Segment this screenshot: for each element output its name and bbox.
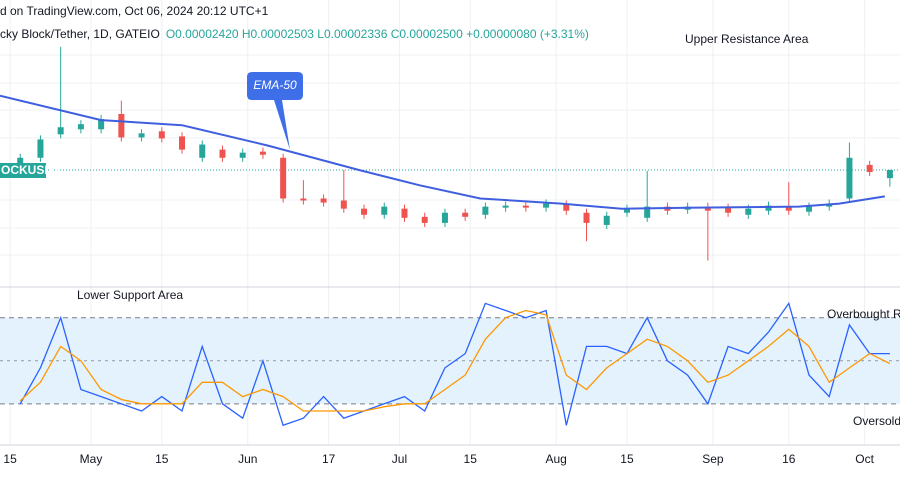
candle-body — [563, 204, 570, 211]
candle-body — [482, 206, 489, 215]
oscillator-line — [19, 309, 891, 412]
candle-body — [320, 198, 327, 203]
candle-body — [421, 216, 428, 223]
callout-text: EMA-50 — [253, 78, 297, 92]
price-tag — [0, 163, 46, 178]
annotation: Overbought R — [827, 307, 900, 321]
candle-body — [259, 151, 266, 155]
candle-body — [745, 208, 752, 215]
candle-body — [543, 203, 550, 208]
candle-body — [644, 206, 651, 218]
candle-body — [361, 208, 368, 215]
x-tick-label: Sep — [702, 452, 724, 466]
x-tick-label: Aug — [546, 452, 567, 466]
candle-body — [502, 205, 509, 208]
x-tick-label: 17 — [322, 452, 336, 466]
candle-body — [866, 164, 873, 173]
candle-body — [522, 205, 529, 208]
candle-body — [98, 119, 105, 130]
plot-layer: 15 May 15 Jun 17 Jul 15 Aug 15 Sep 16 Oct — [0, 46, 900, 466]
candle-body — [199, 144, 206, 158]
x-tick-label: Jun — [238, 452, 257, 466]
annotation: Lower Support Area — [77, 288, 183, 302]
x-tick-label: 15 — [155, 452, 169, 466]
x-tick-label: May — [80, 452, 103, 466]
x-tick-label: 15 — [464, 452, 478, 466]
candle-body — [805, 206, 812, 212]
candle-body — [623, 208, 630, 213]
candle-body — [280, 157, 287, 199]
candle-body — [603, 215, 610, 225]
candle-body — [37, 139, 44, 158]
candle-body — [138, 133, 145, 138]
candle-body — [401, 208, 408, 218]
ema-callout: EMA-50 — [247, 72, 303, 150]
candle-body — [77, 124, 84, 130]
candle-body — [765, 205, 772, 211]
candle-body — [340, 200, 347, 209]
candle-body — [17, 157, 24, 165]
x-tick-label: 15 — [3, 452, 17, 466]
candle-body — [179, 136, 186, 150]
ohlc: O0.00002420 H0.00002503 L0.00002336 C0.0… — [166, 27, 589, 41]
oscillator-line — [19, 301, 890, 427]
candle-body — [846, 157, 853, 199]
callout-bubble — [247, 72, 303, 150]
x-tick-label: Oct — [855, 452, 874, 466]
candle-body — [118, 114, 125, 138]
candle-body — [725, 207, 732, 213]
candle-body — [158, 131, 165, 139]
candle-body — [219, 149, 226, 158]
candle-body — [57, 127, 64, 135]
candle-body — [886, 169, 893, 179]
candle-body — [462, 212, 469, 217]
candle-body — [441, 212, 448, 223]
ema-line — [0, 94, 885, 210]
source: d on TradingView.com, Oct 06, 2024 20:12… — [0, 4, 269, 18]
candle-body — [381, 206, 388, 215]
candle-body — [300, 198, 307, 201]
x-tick-label: 15 — [620, 452, 634, 466]
candle-body — [704, 206, 711, 211]
price-tag-text: OCKUSDT — [1, 163, 61, 177]
symbol-line: cky Block/Tether, 1D, GATEIO O0.00002420 … — [0, 27, 589, 41]
annotation: Upper Resistance Area — [685, 32, 809, 46]
x-tick-label: Jul — [392, 452, 407, 466]
candle-body — [239, 152, 246, 158]
x-tick-label: 16 — [782, 452, 796, 466]
symbol: cky Block/Tether, 1D, GATEIO — [0, 27, 160, 41]
candle-body — [583, 212, 590, 223]
candle-body — [785, 206, 792, 211]
annotation: Oversold — [853, 414, 900, 428]
